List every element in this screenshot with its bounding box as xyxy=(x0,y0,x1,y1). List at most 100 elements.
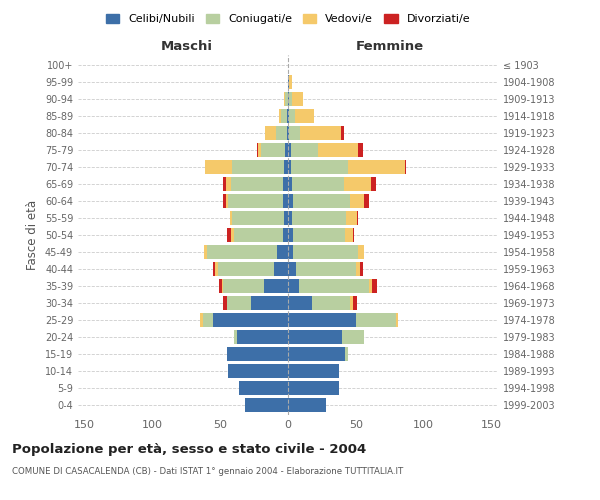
Bar xyxy=(318,144,358,157)
Bar xyxy=(204,245,207,259)
Bar xyxy=(223,296,227,310)
Legend: Celibi/Nubili, Coniugati/e, Vedovi/e, Divorziati/e: Celibi/Nubili, Coniugati/e, Vedovi/e, Di… xyxy=(106,14,470,24)
Bar xyxy=(397,313,398,326)
Bar xyxy=(353,296,357,310)
Bar xyxy=(357,211,358,225)
Bar xyxy=(287,126,288,140)
Bar xyxy=(221,279,223,292)
Bar xyxy=(404,160,406,174)
Bar xyxy=(284,92,285,106)
Bar xyxy=(372,279,377,292)
Bar xyxy=(346,211,357,225)
Bar xyxy=(203,313,214,326)
Bar xyxy=(356,313,397,326)
Bar xyxy=(258,144,261,157)
Bar xyxy=(350,296,353,310)
Y-axis label: Fasce di età: Fasce di età xyxy=(26,200,39,270)
Bar xyxy=(281,110,287,123)
Bar xyxy=(223,178,226,191)
Bar xyxy=(369,279,372,292)
Bar xyxy=(229,364,288,378)
Bar xyxy=(289,76,292,89)
Bar xyxy=(234,228,283,242)
Bar xyxy=(223,279,263,292)
Bar xyxy=(345,228,353,242)
Bar xyxy=(292,178,344,191)
Bar xyxy=(231,228,234,242)
Bar xyxy=(276,126,287,140)
Bar xyxy=(287,110,288,123)
Bar xyxy=(239,381,288,394)
Bar xyxy=(288,347,345,360)
Bar xyxy=(227,228,231,242)
Bar xyxy=(313,296,350,310)
Bar xyxy=(283,194,288,208)
Text: Maschi: Maschi xyxy=(160,40,212,54)
Bar xyxy=(285,144,288,157)
Bar xyxy=(300,126,341,140)
Bar xyxy=(283,178,288,191)
Bar xyxy=(371,178,376,191)
Bar xyxy=(215,262,218,276)
Bar xyxy=(219,279,221,292)
Bar xyxy=(353,228,355,242)
Bar xyxy=(360,262,362,276)
Bar xyxy=(293,245,358,259)
Bar xyxy=(345,347,347,360)
Bar xyxy=(214,313,288,326)
Bar xyxy=(223,194,226,208)
Bar xyxy=(232,211,284,225)
Bar xyxy=(288,160,291,174)
Bar xyxy=(288,178,292,191)
Bar xyxy=(284,211,288,225)
Bar xyxy=(278,110,281,123)
Bar xyxy=(200,313,203,326)
Bar xyxy=(291,144,318,157)
Bar xyxy=(226,178,231,191)
Bar xyxy=(229,194,283,208)
Bar xyxy=(261,144,285,157)
Bar xyxy=(288,262,296,276)
Bar xyxy=(288,398,326,411)
Bar xyxy=(218,262,274,276)
Bar xyxy=(236,330,288,344)
Bar xyxy=(232,160,284,174)
Bar xyxy=(274,262,288,276)
Bar xyxy=(288,381,340,394)
Bar xyxy=(227,347,288,360)
Bar xyxy=(288,92,289,106)
Bar xyxy=(214,262,215,276)
Bar xyxy=(299,279,369,292)
Bar xyxy=(342,330,364,344)
Bar xyxy=(295,110,314,123)
Bar xyxy=(288,364,340,378)
Bar xyxy=(289,126,300,140)
Bar xyxy=(288,126,289,140)
Bar xyxy=(231,178,283,191)
Bar xyxy=(347,160,404,174)
Bar xyxy=(341,126,344,140)
Bar xyxy=(288,144,291,157)
Bar xyxy=(288,76,289,89)
Bar xyxy=(350,194,364,208)
Bar xyxy=(356,262,360,276)
Bar xyxy=(245,398,288,411)
Bar xyxy=(292,92,303,106)
Bar xyxy=(230,211,232,225)
Bar xyxy=(288,228,293,242)
Bar xyxy=(234,330,236,344)
Bar xyxy=(251,296,288,310)
Bar xyxy=(292,211,346,225)
Bar xyxy=(207,245,277,259)
Bar xyxy=(344,178,371,191)
Text: Femmine: Femmine xyxy=(356,40,424,54)
Bar xyxy=(358,245,364,259)
Text: COMUNE DI CASACALENDA (CB) - Dati ISTAT 1° gennaio 2004 - Elaborazione TUTTITALI: COMUNE DI CASACALENDA (CB) - Dati ISTAT … xyxy=(12,468,403,476)
Bar xyxy=(226,194,229,208)
Bar xyxy=(288,330,342,344)
Bar xyxy=(284,160,288,174)
Bar xyxy=(288,279,299,292)
Bar xyxy=(293,228,345,242)
Bar xyxy=(277,245,288,259)
Text: Popolazione per età, sesso e stato civile - 2004: Popolazione per età, sesso e stato civil… xyxy=(12,442,366,456)
